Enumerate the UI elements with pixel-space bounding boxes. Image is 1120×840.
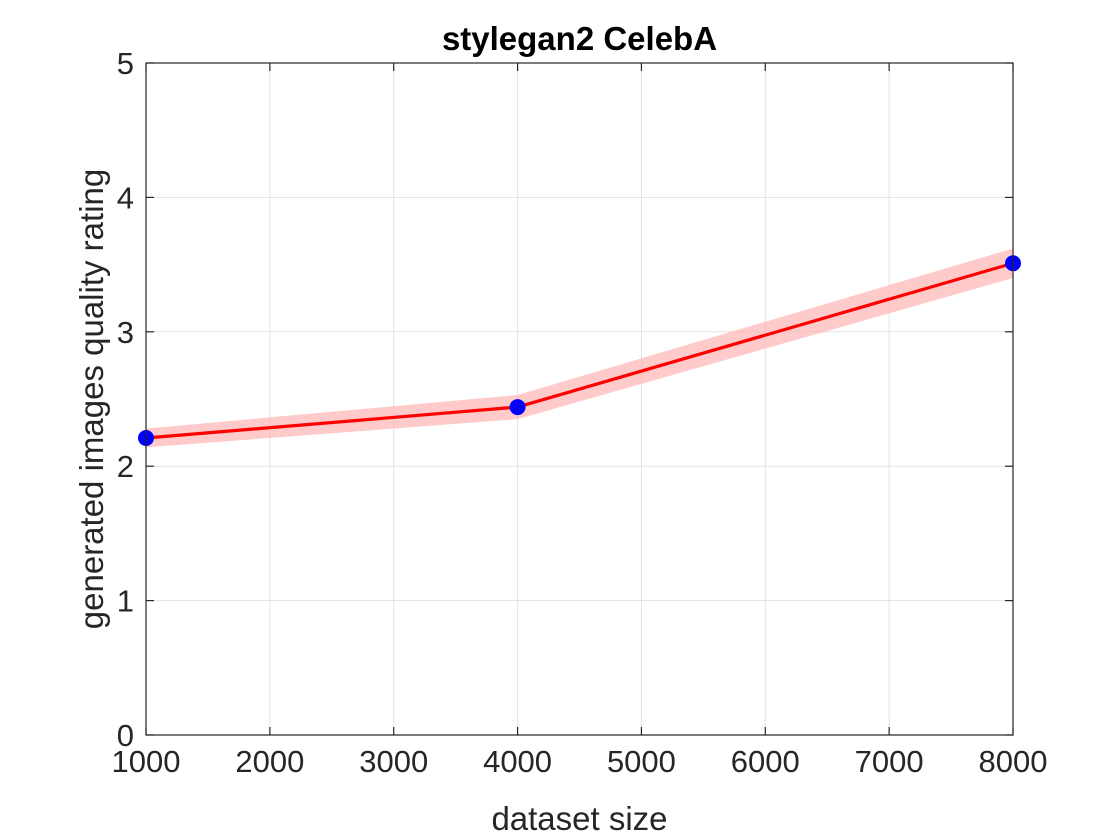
x-tick-label: 6000 (731, 744, 800, 779)
x-tick-label: 1000 (112, 744, 181, 779)
y-axis-label: generated images quality rating (73, 169, 110, 629)
x-tick-label: 8000 (979, 744, 1048, 779)
data-point (509, 399, 526, 416)
y-tick-label: 2 (117, 449, 134, 484)
y-tick-label: 4 (117, 180, 134, 215)
confidence-band (146, 248, 1013, 448)
y-tick-label: 5 (117, 46, 134, 81)
chart-title: stylegan2 CelebA (442, 20, 717, 57)
x-tick-label: 4000 (483, 744, 552, 779)
y-tick-label: 0 (117, 718, 134, 753)
x-tick-label: 5000 (607, 744, 676, 779)
x-tick-label: 3000 (359, 744, 428, 779)
y-tick-label: 3 (117, 315, 134, 350)
tick-layer: 1000 2000 3000 4000 5000 6000 7000 8000 0 1 2 3 4 5 (112, 46, 1048, 779)
x-tick-label: 7000 (855, 744, 924, 779)
x-tick-label: 2000 (235, 744, 304, 779)
axes-box (145, 62, 1014, 736)
y-tick-label: 1 (117, 584, 134, 619)
confidence-band-layer (146, 248, 1013, 448)
x-axis-label: dataset size (491, 800, 667, 837)
